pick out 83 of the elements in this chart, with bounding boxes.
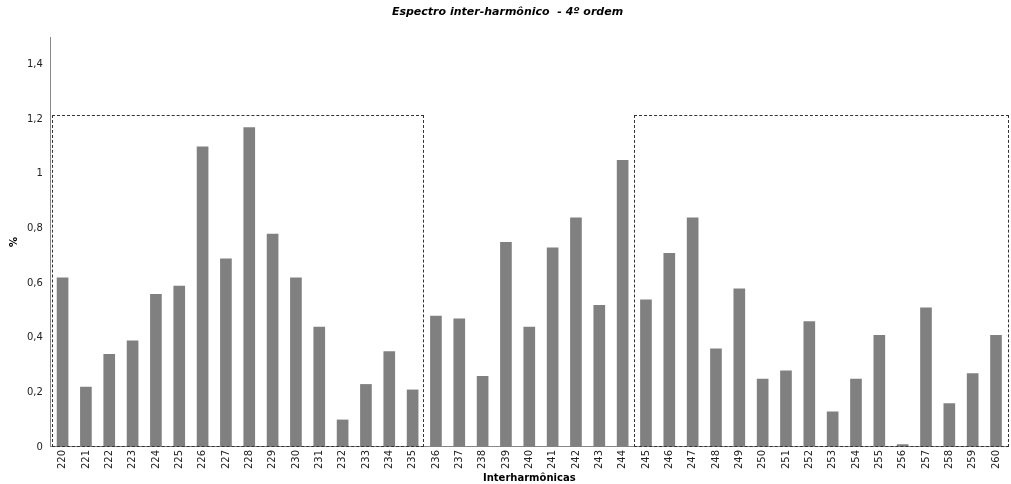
x-tick-label: 258	[942, 449, 954, 470]
y-axis-title: %	[7, 237, 19, 248]
x-tick-label: 234	[382, 449, 394, 470]
x-tick-label: 241	[546, 449, 558, 470]
x-tick-label: 260	[989, 449, 1001, 470]
bar	[803, 321, 816, 447]
x-tick-label: 240	[522, 449, 534, 470]
bar	[943, 403, 956, 447]
bar	[360, 384, 372, 447]
bar	[196, 146, 209, 447]
bar	[103, 354, 116, 447]
x-tick-label: 259	[966, 449, 978, 470]
bar	[220, 258, 232, 447]
x-tick-label: 236	[429, 449, 441, 470]
y-tick-label: 0,2	[27, 385, 43, 397]
bar	[406, 389, 419, 447]
chart-title: Espectro inter-harmônico - 4º ordem	[391, 5, 624, 19]
x-tick-label: 237	[452, 449, 464, 470]
x-tick-label: 252	[802, 449, 814, 470]
x-tick-label: 250	[756, 449, 768, 470]
bar	[686, 217, 699, 447]
bar	[290, 277, 302, 447]
x-tick-label: 231	[312, 449, 324, 470]
bar	[733, 288, 746, 447]
x-axis-title: Interharmônicas	[482, 471, 576, 483]
bar	[80, 386, 92, 447]
x-tick-label: 230	[289, 449, 301, 470]
x-tick-label: 254	[849, 449, 861, 470]
x-tick-label: 229	[266, 449, 278, 470]
x-tick-label: 235	[406, 449, 418, 470]
bar	[266, 233, 279, 447]
bar	[243, 127, 256, 447]
x-tick-label: 239	[499, 449, 511, 470]
x-tick-label: 238	[476, 449, 488, 470]
y-tick-label: 1	[36, 167, 43, 179]
x-tick-label: 247	[686, 449, 698, 470]
x-tick-label: 243	[592, 449, 604, 470]
x-tick-label: 222	[102, 449, 114, 470]
x-tick-label: 244	[616, 449, 628, 470]
bar	[336, 419, 349, 447]
y-tick-label: 1,2	[27, 112, 43, 124]
bar	[383, 351, 396, 447]
x-tick-label: 255	[872, 449, 884, 470]
x-tick-label: 223	[126, 449, 138, 470]
y-tick-label: 0	[36, 440, 43, 452]
x-tick-label: 242	[569, 449, 581, 470]
y-tick-label: 1,4	[27, 58, 43, 70]
bar	[756, 378, 769, 447]
bar	[640, 299, 652, 447]
x-tick-label: 233	[359, 449, 371, 470]
x-tick-label: 251	[779, 449, 791, 470]
bar	[780, 370, 792, 447]
bar	[710, 348, 722, 447]
bar	[990, 334, 1002, 447]
bar	[920, 307, 932, 447]
x-tick-label: 225	[172, 449, 184, 470]
bar	[663, 252, 676, 447]
bar	[56, 277, 69, 447]
x-tick-label: 246	[662, 449, 674, 470]
x-tick-label: 228	[242, 449, 254, 470]
bar	[313, 326, 326, 447]
x-tick-label: 256	[896, 449, 908, 470]
x-tick-label: 257	[919, 449, 931, 470]
y-tick-label: 0,8	[27, 221, 43, 233]
bar	[826, 411, 839, 447]
y-tick-label: 0,6	[27, 276, 43, 288]
x-tick-label: 249	[732, 449, 744, 470]
bar	[966, 373, 979, 447]
bar	[850, 378, 862, 447]
x-tick-label: 224	[149, 449, 161, 470]
bar	[150, 293, 162, 447]
y-tick-label: 0,4	[27, 331, 43, 343]
x-tick-label: 227	[219, 449, 231, 470]
x-tick-label: 248	[709, 449, 721, 470]
x-tick-label: 232	[336, 449, 348, 470]
x-tick-label: 220	[56, 449, 68, 470]
x-tick-label: 221	[79, 449, 91, 470]
bar	[173, 285, 186, 447]
x-tick-label: 226	[196, 449, 208, 470]
bar	[126, 340, 139, 447]
bar	[873, 334, 886, 447]
x-tick-label: 253	[826, 449, 838, 470]
x-tick-label: 245	[639, 449, 651, 470]
